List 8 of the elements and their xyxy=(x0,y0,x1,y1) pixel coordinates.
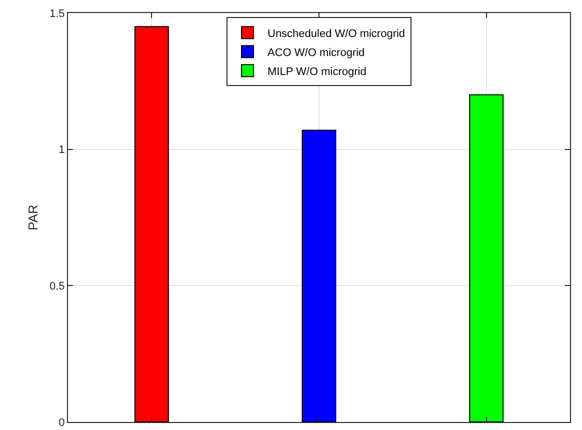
y-tick-label: 0.5 xyxy=(50,280,65,293)
legend-label: MILP W/O microgrid xyxy=(268,66,366,78)
legend-label: ACO W/O microgrid xyxy=(268,46,365,59)
y-tick-label: 1.5 xyxy=(50,8,65,20)
y-tick-label: 0 xyxy=(58,416,65,429)
y-tick-label: 1 xyxy=(58,144,65,156)
legend-label: Unscheduled W/O microgrid xyxy=(268,28,406,40)
y-axis-title: PAR xyxy=(25,204,40,230)
